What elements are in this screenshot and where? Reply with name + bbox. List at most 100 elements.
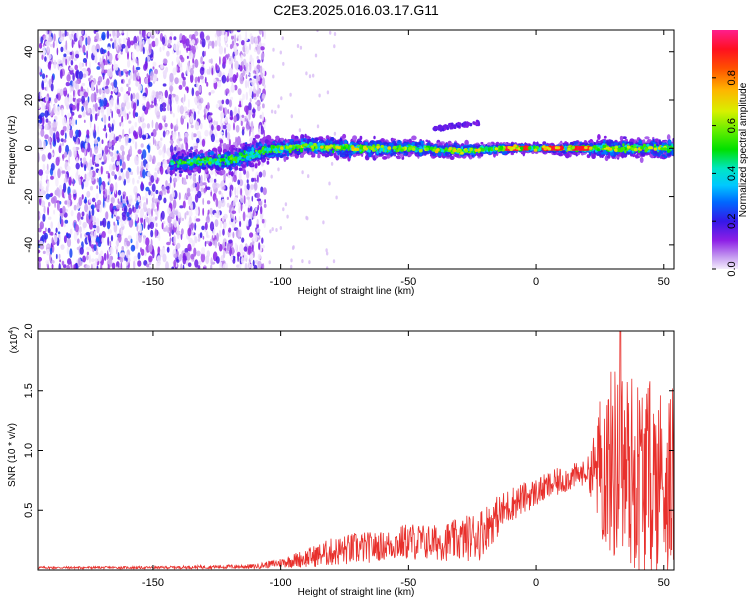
noise-cell <box>50 221 53 229</box>
noise-cell <box>119 159 123 167</box>
noise-cell <box>137 252 141 260</box>
noise-cell <box>207 102 210 111</box>
noise-cell <box>59 37 63 43</box>
noise-cell <box>177 105 181 113</box>
noise-cell <box>63 138 67 143</box>
signal-cell <box>266 160 270 165</box>
noise-cell <box>88 170 93 178</box>
signal-cell <box>217 146 222 151</box>
noise-cell <box>42 49 46 55</box>
noise-cell <box>249 137 252 145</box>
noise-cell <box>162 45 165 51</box>
noise-cell <box>101 237 104 244</box>
noise-cell <box>151 183 156 192</box>
noise-cell <box>197 102 202 111</box>
noise-cell <box>250 35 255 45</box>
noise-cell <box>289 92 292 97</box>
noise-cell <box>81 211 85 217</box>
noise-cell <box>85 231 91 236</box>
noise-cell <box>161 36 166 45</box>
noise-cell <box>241 237 245 243</box>
noise-cell <box>38 256 42 262</box>
noise-cell <box>247 79 250 89</box>
noise-cell <box>184 247 189 254</box>
noise-cell <box>233 115 237 123</box>
noise-cell <box>78 62 83 70</box>
noise-cell <box>189 201 193 209</box>
noise-cell <box>274 110 277 115</box>
noise-cell <box>204 76 207 84</box>
noise-cell <box>268 260 271 265</box>
noise-cell <box>233 122 235 131</box>
noise-cell <box>212 121 217 126</box>
noise-cell <box>136 179 140 184</box>
noise-cell <box>69 56 71 62</box>
noise-cell <box>47 227 51 233</box>
noise-cell <box>261 218 265 224</box>
noise-cell <box>66 50 71 55</box>
noise-cell <box>149 221 155 230</box>
noise-cell <box>246 183 250 191</box>
noise-cell <box>62 116 67 127</box>
noise-cell <box>116 266 119 269</box>
noise-cell <box>66 165 71 172</box>
noise-cell <box>84 100 89 106</box>
noise-cell <box>176 56 180 64</box>
noise-cell <box>269 229 272 234</box>
noise-cell <box>71 86 75 92</box>
noise-cell <box>47 152 52 160</box>
noise-cell <box>80 216 84 220</box>
noise-cell <box>234 219 238 223</box>
noise-cell <box>191 87 195 97</box>
noise-cell <box>204 241 207 247</box>
noise-cell <box>229 189 232 198</box>
noise-cell <box>165 225 168 232</box>
noise-cell <box>325 248 328 253</box>
noise-cell <box>176 118 178 127</box>
noise-cell <box>89 247 92 252</box>
noise-cell <box>143 218 146 229</box>
spectrogram-heatmap <box>38 30 674 269</box>
noise-cell <box>162 70 168 76</box>
figure-title: C2E3.2025.016.03.17.G11 <box>273 2 439 18</box>
noise-cell <box>115 136 119 142</box>
noise-cell <box>38 169 44 176</box>
noise-cell <box>140 247 142 253</box>
noise-cell <box>166 207 171 215</box>
noise-cell <box>177 224 180 232</box>
noise-cell <box>256 91 260 98</box>
noise-cell <box>48 36 53 43</box>
noise-cell <box>314 53 318 58</box>
noise-cell <box>40 128 45 137</box>
noise-cell <box>106 221 111 230</box>
noise-cell <box>173 36 177 41</box>
noise-cell <box>73 263 76 269</box>
noise-cell <box>82 58 87 63</box>
signal-cell <box>603 135 607 139</box>
noise-cell <box>187 227 192 237</box>
noise-cell <box>84 203 89 213</box>
noise-cell <box>155 121 159 131</box>
noise-cell <box>128 78 131 86</box>
noise-cell <box>107 50 110 57</box>
noise-cell <box>216 232 219 242</box>
noise-cell <box>239 243 244 254</box>
noise-cell <box>122 214 127 221</box>
noise-cell <box>280 96 283 101</box>
noise-cell <box>79 91 84 97</box>
noise-cell <box>239 220 242 228</box>
noise-cell <box>107 236 110 246</box>
noise-cell <box>279 50 282 55</box>
noise-cell <box>69 248 73 259</box>
noise-cell <box>169 232 171 237</box>
noise-cell <box>189 67 194 76</box>
noise-cell <box>170 32 173 37</box>
noise-cell <box>173 253 178 258</box>
noise-cell <box>190 52 194 59</box>
noise-cell <box>190 146 194 150</box>
noise-cell <box>154 167 157 172</box>
noise-cell <box>201 38 206 48</box>
noise-cell <box>77 98 82 103</box>
noise-cell <box>70 59 74 66</box>
noise-cell <box>173 219 178 228</box>
